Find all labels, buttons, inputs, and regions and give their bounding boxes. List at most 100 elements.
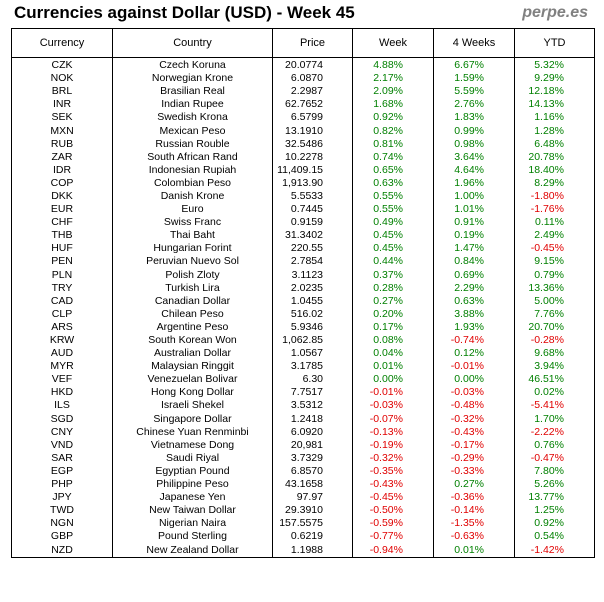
column-header-price[interactable]: Price: [272, 28, 353, 58]
brand-watermark: perpe.es: [522, 4, 588, 21]
price-cell: 0.6219: [272, 530, 353, 544]
table-row: IDR Indonesian Rupiah 11,409.15 0.65% 4.64% 1…: [11, 163, 595, 177]
country-name-cell: Swedish Krona: [112, 111, 273, 125]
four-weeks-change-cell: -0.03%: [433, 386, 515, 400]
week-change-cell: 2.09%: [352, 85, 434, 99]
country-name-cell: Argentine Peso: [112, 320, 273, 334]
table-row: BRL Brasilian Real 2.2987 2.09% 5.59% 12.18%: [11, 85, 595, 99]
week-change-cell: 0.65%: [352, 163, 434, 177]
table-row: SEK Swedish Krona 6.5799 0.92% 1.83% 1.16%: [11, 111, 595, 125]
week-change-cell: 0.01%: [352, 360, 434, 374]
table-row: COP Colombian Peso 1,913.90 0.63% 1.96% 8.29%: [11, 176, 595, 190]
currency-code-cell: SEK: [11, 111, 113, 125]
currency-code-cell: ARS: [11, 320, 113, 334]
currency-code-cell: CHF: [11, 216, 113, 230]
price-cell: 1,913.90: [272, 176, 353, 190]
week-change-cell: -0.13%: [352, 425, 434, 439]
country-name-cell: Brasilian Real: [112, 85, 273, 99]
table-row: ILS Israeli Shekel 3.5312 -0.03% -0.48% -5.41…: [11, 399, 595, 413]
table-row: TRY Turkish Lira 2.0235 0.28% 2.29% 13.36%: [11, 281, 595, 295]
country-name-cell: Mexican Peso: [112, 124, 273, 138]
table-row: GBP Pound Sterling 0.6219 -0.77% -0.63% 0.54%: [11, 530, 595, 544]
column-header-currency[interactable]: Currency: [11, 28, 113, 58]
ytd-change-cell: 0.79%: [514, 268, 595, 282]
column-header-country[interactable]: Country: [112, 28, 273, 58]
currency-code-cell: ZAR: [11, 150, 113, 164]
country-name-cell: Japanese Yen: [112, 491, 273, 505]
table-row: PEN Peruvian Nuevo Sol 2.7854 0.44% 0.84% 9.1…: [11, 255, 595, 269]
country-name-cell: Hungarian Forint: [112, 242, 273, 256]
week-change-cell: -0.50%: [352, 504, 434, 518]
ytd-change-cell: -1.80%: [514, 189, 595, 204]
ytd-change-cell: -1.76%: [514, 203, 595, 217]
table-row: AUD Australian Dollar 1.0567 0.04% 0.12% 9.68…: [11, 347, 595, 361]
table-row: EGP Egyptian Pound 6.8570 -0.35% -0.33% 7.80%: [11, 464, 595, 478]
price-cell: 10.2278: [272, 150, 353, 164]
price-cell: 62.7652: [272, 98, 353, 112]
currency-code-cell: BRL: [11, 85, 113, 99]
table-row: HUF Hungarian Forint 220.55 0.45% 1.47% -0.45…: [11, 242, 595, 256]
price-cell: 220.55: [272, 242, 353, 256]
four-weeks-change-cell: 3.88%: [433, 307, 515, 321]
week-change-cell: -0.35%: [352, 464, 434, 478]
currency-code-cell: VEF: [11, 373, 113, 387]
price-cell: 5.9346: [272, 320, 353, 334]
country-name-cell: Czech Koruna: [112, 57, 273, 73]
ytd-change-cell: 1.28%: [514, 124, 595, 138]
price-cell: 11,409.15: [272, 163, 353, 177]
currency-code-cell: IDR: [11, 163, 113, 177]
currency-code-cell: EUR: [11, 203, 113, 217]
currency-code-cell: COP: [11, 176, 113, 190]
ytd-change-cell: -5.41%: [514, 399, 595, 413]
week-change-cell: 0.55%: [352, 203, 434, 217]
ytd-change-cell: 7.80%: [514, 464, 595, 478]
currency-code-cell: INR: [11, 98, 113, 112]
week-change-cell: 0.44%: [352, 255, 434, 269]
four-weeks-change-cell: -0.74%: [433, 333, 515, 348]
table-row: CLP Chilean Peso 516.02 0.20% 3.88% 7.76%: [11, 307, 595, 321]
ytd-change-cell: 1.25%: [514, 504, 595, 518]
table-row: SGD Singapore Dollar 1.2418 -0.07% -0.32% 1.7…: [11, 412, 595, 426]
price-cell: 3.1785: [272, 360, 353, 374]
currency-code-cell: THB: [11, 229, 113, 243]
country-name-cell: Pound Sterling: [112, 530, 273, 544]
country-name-cell: Malaysian Ringgit: [112, 360, 273, 374]
four-weeks-change-cell: 1.01%: [433, 203, 515, 217]
country-name-cell: Australian Dollar: [112, 347, 273, 361]
currency-code-cell: VND: [11, 438, 113, 452]
four-weeks-change-cell: -0.29%: [433, 451, 515, 465]
price-cell: 13.1910: [272, 124, 353, 138]
price-cell: 5.5533: [272, 189, 353, 204]
week-change-cell: -0.01%: [352, 386, 434, 400]
country-name-cell: Norwegian Krone: [112, 72, 273, 86]
table-row: VND Vietnamese Dong 20,981 -0.19% -0.17% 0.76…: [11, 438, 595, 452]
four-weeks-change-cell: -0.63%: [433, 530, 515, 544]
column-header-week[interactable]: Week: [352, 28, 434, 58]
price-cell: 0.7445: [272, 203, 353, 217]
currency-code-cell: CAD: [11, 294, 113, 308]
currency-code-cell: TWD: [11, 504, 113, 518]
table-row: JPY Japanese Yen 97.97 -0.45% -0.36% 13.77%: [11, 491, 595, 505]
week-change-cell: -0.43%: [352, 478, 434, 492]
currency-code-cell: PEN: [11, 255, 113, 269]
ytd-change-cell: 13.77%: [514, 491, 595, 505]
four-weeks-change-cell: -1.35%: [433, 517, 515, 531]
country-name-cell: South Korean Won: [112, 333, 273, 348]
four-weeks-change-cell: 0.84%: [433, 255, 515, 269]
four-weeks-change-cell: 0.98%: [433, 137, 515, 151]
table-header-row: Currency Country Price Week 4 Weeks YTD: [11, 28, 595, 58]
four-weeks-change-cell: -0.17%: [433, 438, 515, 452]
country-name-cell: Israeli Shekel: [112, 399, 273, 413]
country-name-cell: Peruvian Nuevo Sol: [112, 255, 273, 269]
price-cell: 6.5799: [272, 111, 353, 125]
price-cell: 3.7329: [272, 451, 353, 465]
column-header-4-weeks[interactable]: 4 Weeks: [433, 28, 515, 58]
table-row: SAR Saudi Riyal 3.7329 -0.32% -0.29% -0.47%: [11, 451, 595, 465]
four-weeks-change-cell: 0.19%: [433, 229, 515, 243]
four-weeks-change-cell: 0.91%: [433, 216, 515, 230]
column-header-ytd[interactable]: YTD: [514, 28, 595, 58]
currency-code-cell: NGN: [11, 517, 113, 531]
week-change-cell: 0.55%: [352, 189, 434, 204]
ytd-change-cell: -0.28%: [514, 333, 595, 348]
table-row: CNY Chinese Yuan Renminbi 6.0920 -0.13% -0.4…: [11, 425, 595, 439]
